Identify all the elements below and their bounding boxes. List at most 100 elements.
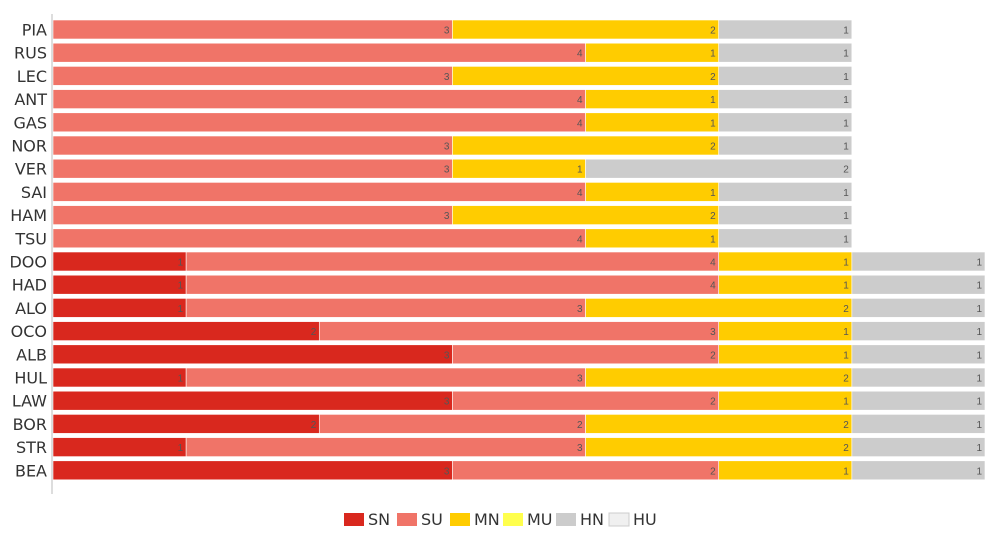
bar-oco-mn [718,321,853,341]
legend-label-hu: HU [633,510,657,529]
value-label-had-mn: 1 [843,281,849,292]
value-label-str-hn: 1 [976,443,982,454]
value-label-alb-mn: 1 [843,350,849,361]
bar-ver-hn [585,158,853,179]
bar-hul-hn [851,367,986,388]
bar-lec-mn [452,66,720,86]
bar-gas-mn [585,112,720,133]
category-label-bea: BEA [15,461,47,480]
bar-law-sn [52,390,453,411]
value-label-gas-hn: 1 [843,118,849,129]
bar-ver-mn [452,158,586,179]
bar-str-hn [851,437,986,457]
value-label-had-sn: 1 [178,281,184,292]
bar-hul-mn [585,367,853,388]
category-label-rus: RUS [14,44,47,63]
bar-sai-su [52,182,586,202]
bar-str-su [185,437,586,457]
category-label-had: HAD [12,276,47,295]
value-label-alb-sn: 3 [444,350,450,361]
bar-ant-hn [718,89,853,109]
value-label-pia-hn: 1 [843,26,849,37]
legend-label-hn: HN [580,510,604,529]
category-label-nor: NOR [11,137,47,156]
category-label-sai: SAI [21,183,47,202]
legend-swatch-mn [450,513,470,526]
value-label-alo-su: 3 [577,304,583,315]
bar-oco-sn [52,321,320,341]
bar-tsu-hn [718,228,853,249]
category-label-lec: LEC [17,67,47,86]
value-label-doo-mn: 1 [843,258,849,269]
bar-law-mn [718,390,853,411]
bar-law-hn [851,390,986,411]
legend-swatch-sn [344,513,364,526]
category-label-ant: ANT [14,90,47,109]
bar-rus-hn [718,42,853,63]
value-label-ver-hn: 2 [843,165,849,176]
bar-nor-su [52,135,453,156]
value-label-ham-su: 3 [444,211,450,222]
value-label-alo-mn: 2 [843,304,849,315]
value-label-pia-su: 3 [444,26,450,37]
value-label-rus-hn: 1 [843,49,849,60]
bar-had-mn [718,274,853,295]
bar-lec-hn [718,66,853,86]
value-label-lec-mn: 2 [710,72,716,83]
bar-alb-hn [851,344,986,365]
category-label-doo: DOO [9,253,47,272]
value-label-bor-su: 2 [577,420,583,431]
bar-had-su [185,274,720,295]
value-label-sai-mn: 1 [710,188,716,199]
bar-ant-mn [585,89,720,109]
category-label-pia: PIA [22,21,47,40]
bar-tsu-mn [585,228,720,249]
value-label-hul-mn: 2 [843,374,849,385]
value-label-sai-hn: 1 [843,188,849,199]
value-label-gas-mn: 1 [710,118,716,129]
category-label-tsu: TSU [14,229,47,248]
legend-label-mu: MU [527,510,553,529]
value-label-pia-mn: 2 [710,26,716,37]
value-label-ver-su: 3 [444,165,450,176]
bar-hul-sn [52,367,187,388]
bar-hul-su [185,367,586,388]
bar-rus-mn [585,42,720,63]
bar-alo-sn [52,298,187,318]
bar-had-hn [851,274,986,295]
legend-swatch-hn [556,513,576,526]
bar-gas-hn [718,112,853,133]
value-label-bea-sn: 3 [444,466,450,477]
value-label-had-su: 4 [710,281,716,292]
bar-bea-mn [718,460,853,481]
value-label-ant-mn: 1 [710,95,716,106]
bar-alb-mn [718,344,853,365]
legend-label-mn: MN [474,510,500,529]
value-label-alo-sn: 1 [178,304,184,315]
bar-bea-su [452,460,720,481]
value-label-bor-sn: 2 [311,420,317,431]
legend: SN SU MN MU HN HU [344,510,657,529]
bar-sai-hn [718,182,853,202]
bar-gas-su [52,112,586,133]
value-label-tsu-mn: 1 [710,234,716,245]
bar-ham-mn [452,205,720,225]
value-label-tsu-hn: 1 [843,234,849,245]
legend-swatch-su [397,513,417,526]
value-label-law-mn: 1 [843,397,849,408]
bar-tsu-su [52,228,586,249]
bar-had-sn [52,274,187,295]
category-label-ver: VER [15,160,47,179]
bar-ver-su [52,158,453,179]
category-label-oco: OCO [11,322,47,341]
value-label-alb-hn: 1 [976,350,982,361]
bar-str-sn [52,437,187,457]
legend-label-su: SU [421,510,443,529]
value-label-hul-sn: 1 [178,374,184,385]
bar-oco-su [318,321,720,341]
bar-nor-hn [718,135,853,156]
category-label-bor: BOR [13,415,47,434]
value-label-law-hn: 1 [976,397,982,408]
category-label-hul: HUL [14,369,47,388]
